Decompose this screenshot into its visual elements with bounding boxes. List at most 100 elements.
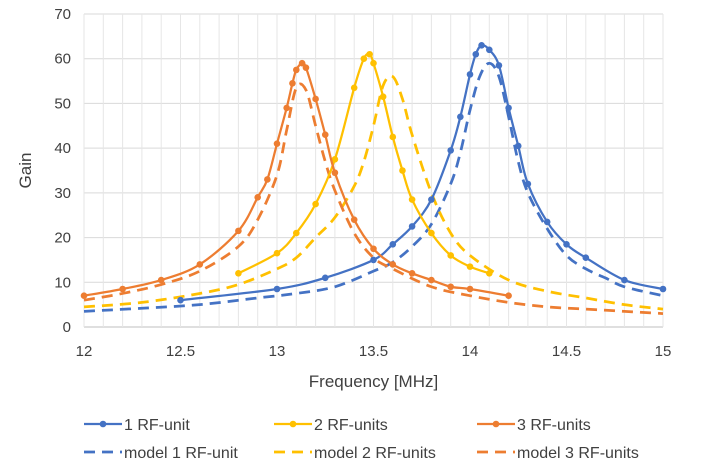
point-3-rf-units-2 [157, 276, 165, 284]
point-3-rf-units-17 [370, 245, 377, 253]
point-2-rf-units-13 [428, 229, 435, 237]
point-2-rf-units-15 [466, 263, 474, 270]
point-2-rf-units-4 [331, 156, 339, 163]
x-tick-12.5: 12.5 [166, 343, 195, 360]
legend: 1 RF-unit 2 RF-units 3 RF-units model 1 RF-… [84, 417, 639, 462]
y-tick-30: 30 [54, 185, 71, 202]
y-tick-labels: 0 10 20 30 40 50 60 70 [54, 6, 71, 336]
legend-item-model-2-rf-units: model 2 RF-units [274, 445, 436, 462]
point-2-rf-units-3 [312, 200, 319, 208]
point-3-rf-units-21 [447, 283, 455, 291]
y-tick-0: 0 [63, 319, 71, 336]
point-1-rf-unit-16 [524, 180, 532, 188]
point-2-rf-units-14 [447, 252, 455, 259]
point-3-rf-units-7 [273, 140, 281, 147]
point-2-rf-units-12 [408, 196, 416, 203]
point-3-rf-units-10 [293, 66, 300, 74]
y-tick-70: 70 [54, 6, 71, 23]
point-3-rf-units-6 [264, 176, 271, 183]
y-tick-10: 10 [54, 274, 71, 291]
point-1-rf-unit-6 [428, 196, 435, 203]
grid-lines [83, 13, 664, 328]
point-3-rf-units-11 [298, 59, 306, 67]
legend-label-model-2-rf-units: model 2 RF-units [314, 445, 436, 462]
point-3-rf-units-15 [331, 169, 339, 177]
point-2-rf-units-16 [486, 270, 493, 277]
series-model-2-rf-units [83, 74, 664, 311]
point-3-rf-units-14 [321, 131, 329, 139]
legend-label-1-rf-unit: 1 RF-unit [124, 417, 190, 434]
legend-label-3-rf-units: 3 RF-units [517, 417, 591, 434]
point-2-rf-units-0 [235, 270, 242, 277]
legend-label-model-1-rf-unit: model 1 RF-unit [124, 445, 238, 462]
point-1-rf-unit-13 [495, 62, 503, 69]
legend-label-model-3-rf-units: model 3 RF-units [517, 445, 639, 462]
x-tick-12: 12 [76, 343, 93, 360]
point-3-rf-units-18 [389, 261, 397, 268]
legend-item-model-1-rf-unit: model 1 RF-unit [84, 445, 238, 462]
point-1-rf-unit-11 [478, 42, 485, 49]
series-line-model-1-rf-unit [83, 61, 664, 313]
point-2-rf-units-1 [273, 249, 281, 257]
point-2-rf-units-2 [293, 229, 300, 237]
y-tick-50: 50 [54, 95, 71, 112]
point-2-rf-units-8 [370, 59, 377, 67]
point-1-rf-unit-14 [505, 104, 512, 112]
point-3-rf-units-12 [302, 64, 310, 71]
x-axis-title: Frequency [MHz] [309, 372, 438, 391]
series-model-1-rf-unit [83, 61, 664, 313]
point-1-rf-unit-5 [408, 223, 416, 230]
point-3-rf-units-0 [80, 292, 88, 300]
point-1-rf-unit-19 [582, 254, 590, 261]
legend-item-2-rf-units: 2 RF-units [274, 417, 388, 434]
x-tick-14: 14 [462, 343, 479, 360]
point-3-rf-units-3 [196, 261, 204, 268]
point-1-rf-unit-15 [514, 142, 522, 150]
point-3-rf-units-5 [254, 194, 261, 201]
point-1-rf-unit-18 [563, 240, 570, 248]
point-3-rf-units-4 [235, 227, 242, 235]
point-1-rf-unit-9 [466, 71, 474, 78]
legend-marker-2-rf-units [289, 420, 297, 428]
x-tick-labels: 12 12.5 13 13.5 14 14.5 15 [76, 343, 672, 360]
series-3-rf-units [80, 59, 512, 300]
point-1-rf-unit-17 [543, 218, 551, 226]
series-group [80, 42, 667, 315]
y-tick-20: 20 [54, 230, 71, 247]
point-1-rf-unit-12 [486, 46, 493, 54]
legend-label-2-rf-units: 2 RF-units [314, 417, 388, 434]
legend-item-model-3-rf-units: model 3 RF-units [477, 445, 639, 462]
x-tick-14.5: 14.5 [552, 343, 581, 360]
point-3-rf-units-22 [466, 285, 474, 293]
point-2-rf-units-7 [366, 50, 373, 58]
y-axis-title: Gain [16, 153, 35, 189]
point-1-rf-unit-10 [472, 50, 480, 58]
series-line-1-rf-unit [180, 44, 664, 302]
legend-marker-1-rf-unit [99, 420, 107, 428]
x-tick-15: 15 [655, 343, 672, 360]
series-1-rf-unit [177, 42, 667, 304]
point-3-rf-units-8 [283, 104, 290, 112]
point-3-rf-units-23 [505, 292, 512, 300]
point-1-rf-unit-2 [321, 274, 329, 282]
point-2-rf-units-9 [379, 93, 387, 101]
point-3-rf-units-16 [350, 216, 358, 223]
point-2-rf-units-5 [350, 84, 358, 92]
series-line-model-3-rf-units [83, 82, 664, 315]
point-1-rf-unit-7 [447, 147, 455, 154]
point-1-rf-unit-21 [659, 285, 667, 293]
x-tick-13: 13 [269, 343, 286, 360]
series-line-2-rf-units [237, 52, 490, 275]
point-3-rf-units-1 [119, 285, 126, 293]
y-tick-60: 60 [54, 51, 71, 68]
legend-item-1-rf-unit: 1 RF-unit [84, 417, 190, 434]
legend-marker-3-rf-units [492, 420, 500, 428]
series-line-model-2-rf-units [83, 74, 664, 311]
point-2-rf-units-10 [389, 133, 397, 141]
point-3-rf-units-20 [428, 276, 435, 284]
point-3-rf-units-19 [408, 270, 416, 277]
point-2-rf-units-6 [360, 55, 368, 63]
point-1-rf-unit-4 [389, 240, 397, 248]
point-1-rf-unit-8 [457, 113, 464, 121]
